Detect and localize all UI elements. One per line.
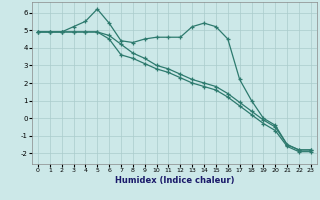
- X-axis label: Humidex (Indice chaleur): Humidex (Indice chaleur): [115, 176, 234, 185]
